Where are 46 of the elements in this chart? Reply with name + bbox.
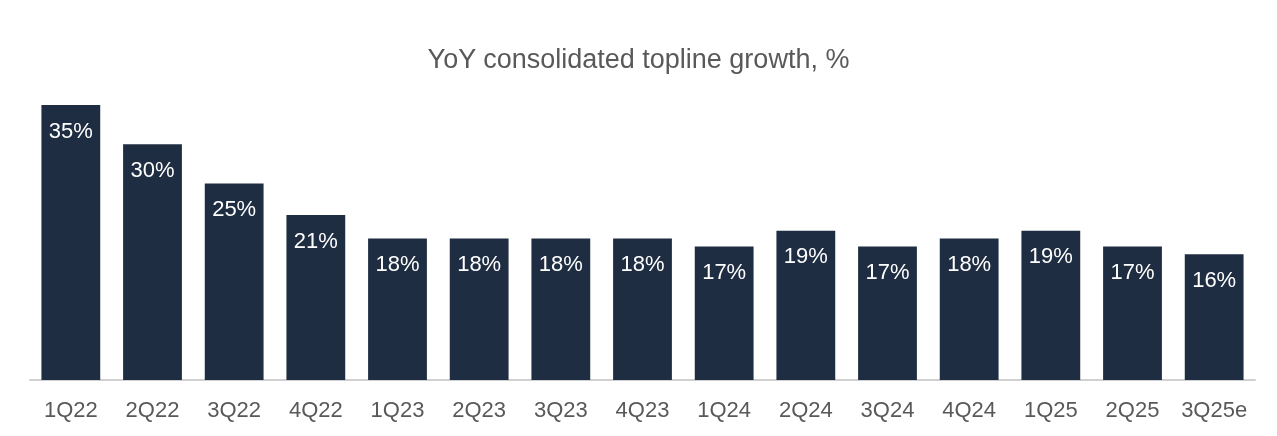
data-label: 19% [1028,243,1073,269]
x-tick-label: 2Q22 [125,396,180,422]
data-label: 30% [130,156,175,182]
x-tick-label: 4Q22 [288,396,343,422]
x-tick-label: 1Q24 [697,396,752,422]
data-label: 16% [1192,266,1237,292]
bar [1021,230,1081,380]
data-label: 18% [457,251,502,277]
bar [613,238,672,380]
data-label: 17% [702,258,747,284]
bar [1103,246,1162,380]
x-tick-label: 4Q23 [615,396,670,422]
bar [286,215,346,380]
data-label: 18% [947,251,992,277]
bar [204,183,264,380]
x-tick-label: 1Q23 [370,396,425,422]
x-tick-label: 2Q25 [1105,396,1160,422]
bar [694,246,754,380]
data-label: 17% [865,258,910,284]
bar [858,246,917,380]
chart-title: YoY consolidated topline growth, % [427,43,850,74]
bar [776,230,836,380]
data-label: 18% [375,251,420,277]
x-tick-label: 3Q23 [533,396,588,422]
x-tick-label: 4Q24 [942,396,997,422]
data-label: 25% [212,196,257,222]
data-label: 17% [1110,258,1155,284]
x-tick-label: 3Q24 [860,396,915,422]
x-tick-label: 3Q25e [1181,396,1248,422]
bar [123,144,182,380]
x-tick-label: 2Q23 [452,396,507,422]
bar [1184,254,1244,380]
x-tick-label: 2Q24 [778,396,833,422]
bar [41,105,101,380]
data-label: 19% [783,243,828,269]
x-tick-label: 1Q22 [43,396,98,422]
bar [449,238,509,380]
bar [939,238,999,380]
data-label: 21% [293,227,338,253]
data-label: 35% [48,117,93,143]
bar [368,238,427,380]
data-label: 18% [538,251,583,277]
x-tick-label: 3Q22 [207,396,262,422]
x-tick-label: 1Q25 [1023,396,1078,422]
data-label: 18% [620,251,665,277]
bar [531,238,591,380]
